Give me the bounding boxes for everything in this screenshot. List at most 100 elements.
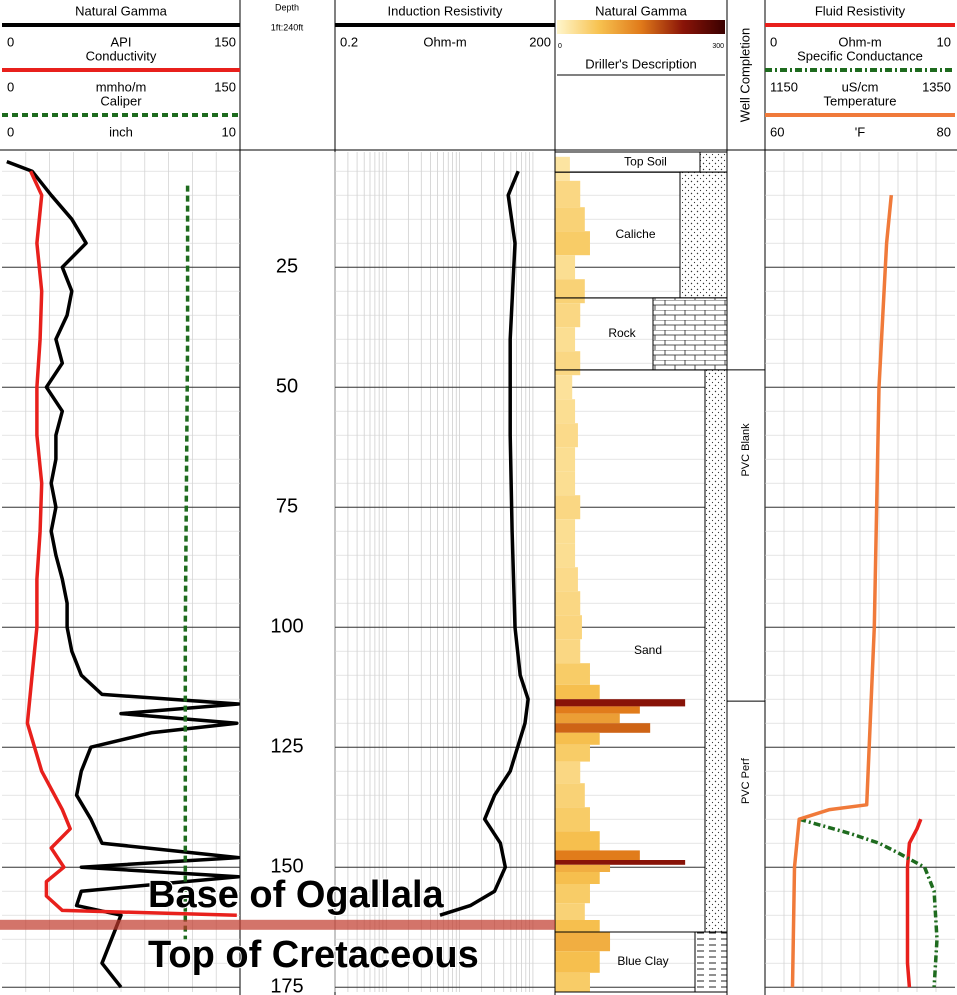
gamma-fill bbox=[555, 207, 585, 232]
curve-name: Temperature bbox=[824, 93, 897, 108]
gamma-fill bbox=[555, 831, 600, 851]
description-title: Driller's Description bbox=[585, 56, 697, 71]
gamma-fill bbox=[555, 399, 576, 424]
curve-name: Caliper bbox=[100, 93, 142, 108]
gamma-fill bbox=[555, 884, 590, 904]
lithology-label: Caliche bbox=[615, 227, 655, 241]
depth-tick-label: 75 bbox=[276, 495, 298, 517]
gamma-fill bbox=[555, 761, 581, 784]
colorbar bbox=[557, 20, 725, 34]
gamma-fill bbox=[555, 951, 600, 973]
gamma-fill bbox=[555, 663, 590, 685]
curve-name: Fluid Resistivity bbox=[815, 3, 906, 18]
gamma-fill bbox=[555, 850, 640, 860]
gamma-fill bbox=[555, 327, 576, 352]
gamma-title: Natural Gamma bbox=[595, 3, 688, 18]
gamma-fill bbox=[555, 723, 651, 733]
gamma-fill bbox=[555, 932, 611, 952]
gamma-fill bbox=[555, 684, 600, 700]
completion-label: PVC Perf bbox=[740, 757, 752, 804]
annotation-band bbox=[0, 919, 555, 930]
curve-max: 80 bbox=[937, 124, 951, 139]
curve-min: 1150 bbox=[770, 79, 798, 94]
curve-unit: mmho/m bbox=[96, 79, 147, 94]
gamma-fill bbox=[555, 471, 576, 496]
gamma-fill bbox=[555, 591, 581, 616]
curve-name: Specific Conductance bbox=[797, 48, 923, 63]
annotation-text: Base of Ogallala bbox=[148, 874, 445, 916]
gamma-fill bbox=[555, 807, 590, 832]
gamma-fill bbox=[555, 972, 590, 992]
gamma-fill bbox=[555, 920, 600, 932]
gamma-fill bbox=[555, 615, 582, 640]
gamma-fill bbox=[555, 519, 576, 544]
gamma-fill bbox=[555, 567, 578, 592]
gamma-fill bbox=[555, 180, 581, 208]
curve-unit: Ohm-m bbox=[423, 34, 466, 49]
gamma-fill bbox=[555, 860, 686, 865]
lithology-label: Top Soil bbox=[624, 154, 667, 168]
curve-min: 0 bbox=[7, 124, 14, 139]
curve-max: 1350 bbox=[922, 79, 951, 94]
curve-name: Induction Resistivity bbox=[388, 3, 503, 18]
depth-scale: 1ft:240ft bbox=[271, 22, 304, 32]
curve bbox=[790, 195, 894, 988]
completion-title: Well Completion bbox=[737, 28, 752, 122]
gamma-fill bbox=[555, 744, 590, 762]
curve-name: Conductivity bbox=[86, 48, 157, 63]
gamma-fill bbox=[555, 495, 581, 520]
curve-max: 150 bbox=[214, 34, 236, 49]
gamma-fill bbox=[555, 255, 576, 280]
gamma-fill bbox=[555, 872, 600, 884]
curve-unit: API bbox=[111, 34, 132, 49]
curve bbox=[439, 170, 530, 917]
gamma-fill bbox=[555, 783, 585, 808]
gamma-fill bbox=[555, 699, 686, 707]
gamma-fill bbox=[555, 447, 576, 472]
curve-min: 0 bbox=[7, 79, 14, 94]
curve bbox=[25, 170, 237, 917]
gamma-fill bbox=[555, 732, 600, 745]
lithology-pattern bbox=[694, 931, 728, 993]
colorbar-max: 300 bbox=[712, 43, 724, 50]
depth-tick-label: 150 bbox=[270, 855, 303, 877]
curve-name: Natural Gamma bbox=[75, 3, 168, 18]
depth-tick-label: 175 bbox=[270, 975, 303, 995]
completion-label: PVC Blank bbox=[740, 423, 752, 477]
curve-unit: inch bbox=[109, 124, 133, 139]
curve bbox=[798, 817, 939, 988]
curve-max: 150 bbox=[214, 79, 236, 94]
lithology-label: Rock bbox=[608, 326, 636, 340]
lithology-pattern bbox=[652, 297, 728, 371]
depth-tick-label: 125 bbox=[270, 735, 303, 757]
gamma-fill bbox=[555, 713, 620, 724]
lithology-label: Blue Clay bbox=[617, 954, 668, 968]
annotation-text: Top of Cretaceous bbox=[148, 934, 479, 976]
depth-tick-label: 100 bbox=[270, 615, 303, 637]
gamma-fill bbox=[555, 303, 581, 328]
lithology-pattern bbox=[699, 151, 728, 173]
curve-max: 10 bbox=[937, 34, 951, 49]
curve-max: 10 bbox=[222, 124, 236, 139]
lithology-pattern bbox=[704, 369, 728, 933]
gamma-fill bbox=[555, 423, 578, 448]
curve-min: 0 bbox=[770, 34, 777, 49]
curve-unit: uS/cm bbox=[842, 79, 879, 94]
gamma-fill bbox=[555, 639, 581, 664]
curve-min: 0 bbox=[7, 34, 14, 49]
gamma-fill bbox=[555, 864, 611, 872]
lithology-pattern bbox=[679, 171, 728, 299]
curve bbox=[6, 159, 241, 989]
curve-min: 0.2 bbox=[340, 34, 358, 49]
depth-tick-label: 25 bbox=[276, 255, 298, 277]
gamma-fill bbox=[555, 706, 640, 714]
curve-max: 200 bbox=[529, 34, 551, 49]
curve-unit: 'F bbox=[855, 124, 865, 139]
colorbar-min: 0 bbox=[558, 43, 562, 50]
curve-unit: Ohm-m bbox=[838, 34, 881, 49]
gamma-fill bbox=[555, 279, 585, 304]
lithology-label: Sand bbox=[634, 643, 662, 657]
curve-min: 60 bbox=[770, 124, 784, 139]
gamma-fill bbox=[555, 375, 573, 400]
gamma-fill bbox=[555, 543, 576, 568]
